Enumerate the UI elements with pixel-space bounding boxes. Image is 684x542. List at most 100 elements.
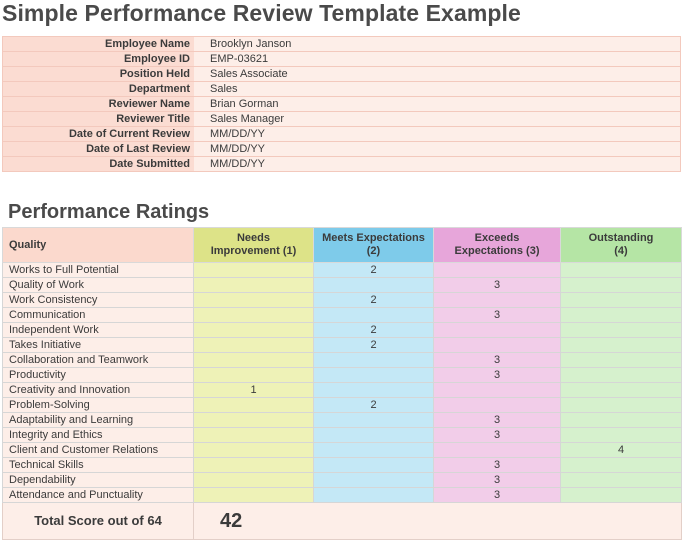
score-cell xyxy=(313,352,434,368)
score-cell xyxy=(560,382,682,398)
info-value: MM/DD/YY xyxy=(194,126,681,142)
total-score-label: Total Score out of 64 xyxy=(2,502,194,540)
info-value: MM/DD/YY xyxy=(194,156,681,172)
info-row: Date of Last Review MM/DD/YY xyxy=(2,141,681,157)
rating-row: Work Consistency 2 xyxy=(2,292,682,308)
score-cell: 3 xyxy=(433,367,561,383)
score-cell xyxy=(193,337,314,353)
score-cell xyxy=(193,352,314,368)
column-header-needs-improvement: Needs Improvement (1) xyxy=(193,227,314,263)
score-cell xyxy=(560,262,682,278)
score-cell xyxy=(560,337,682,353)
rating-row: Integrity and Ethics 3 xyxy=(2,427,682,443)
quality-label: Client and Customer Relations xyxy=(2,442,194,458)
score-cell xyxy=(193,412,314,428)
info-row: Date Submitted MM/DD/YY xyxy=(2,156,681,172)
score-cell xyxy=(433,292,561,308)
score-cell xyxy=(560,367,682,383)
quality-label: Communication xyxy=(2,307,194,323)
score-cell: 2 xyxy=(313,322,434,338)
quality-label: Collaboration and Teamwork xyxy=(2,352,194,368)
rating-row: Takes Initiative 2 xyxy=(2,337,682,353)
score-cell xyxy=(560,397,682,413)
score-cell xyxy=(193,487,314,503)
score-cell: 2 xyxy=(313,262,434,278)
employee-info-table: Employee Name Brooklyn Janson Employee ID E… xyxy=(2,36,681,172)
quality-label: Productivity xyxy=(2,367,194,383)
score-cell xyxy=(193,367,314,383)
score-cell: 3 xyxy=(433,277,561,293)
score-cell: 2 xyxy=(313,292,434,308)
info-label: Employee Name xyxy=(2,36,194,52)
score-cell xyxy=(193,322,314,338)
score-cell: 3 xyxy=(433,412,561,428)
score-cell xyxy=(560,472,682,488)
quality-label: Quality of Work xyxy=(2,277,194,293)
score-cell: 3 xyxy=(433,457,561,473)
quality-label: Creativity and Innovation xyxy=(2,382,194,398)
score-cell xyxy=(560,307,682,323)
score-cell xyxy=(560,277,682,293)
info-value: Brian Gorman xyxy=(194,96,681,112)
info-label: Reviewer Title xyxy=(2,111,194,127)
score-cell: 2 xyxy=(313,397,434,413)
score-cell xyxy=(560,322,682,338)
info-label: Position Held xyxy=(2,66,194,82)
info-row: Reviewer Name Brian Gorman xyxy=(2,96,681,112)
rating-row: Productivity 3 xyxy=(2,367,682,383)
rating-row: Works to Full Potential 2 xyxy=(2,262,682,278)
score-cell: 4 xyxy=(560,442,682,458)
rating-row: Technical Skills 3 xyxy=(2,457,682,473)
score-cell xyxy=(313,307,434,323)
info-value: EMP-03621 xyxy=(194,51,681,67)
quality-header: Quality xyxy=(2,227,194,263)
score-cell xyxy=(433,337,561,353)
score-cell xyxy=(433,397,561,413)
total-score-row: Total Score out of 64 42 xyxy=(2,502,682,540)
score-cell xyxy=(193,307,314,323)
score-cell xyxy=(433,442,561,458)
info-label: Date of Current Review xyxy=(2,126,194,142)
column-header-outstanding: Outstanding (4) xyxy=(560,227,682,263)
quality-label: Technical Skills xyxy=(2,457,194,473)
column-header-meets-expectations: Meets Expectations (2) xyxy=(313,227,434,263)
rating-row: Adaptability and Learning 3 xyxy=(2,412,682,428)
info-row: Date of Current Review MM/DD/YY xyxy=(2,126,681,142)
score-cell xyxy=(193,457,314,473)
quality-label: Integrity and Ethics xyxy=(2,427,194,443)
rating-row: Independent Work 2 xyxy=(2,322,682,338)
rating-row: Collaboration and Teamwork 3 xyxy=(2,352,682,368)
score-cell xyxy=(433,262,561,278)
score-cell: 1 xyxy=(193,382,314,398)
score-cell xyxy=(560,427,682,443)
score-cell xyxy=(193,292,314,308)
score-cell xyxy=(433,382,561,398)
score-cell xyxy=(193,397,314,413)
quality-label: Adaptability and Learning xyxy=(2,412,194,428)
score-cell xyxy=(560,412,682,428)
rating-row: Quality of Work 3 xyxy=(2,277,682,293)
ratings-header-row: Quality Needs Improvement (1) Meets Expec… xyxy=(2,227,682,263)
score-cell: 3 xyxy=(433,427,561,443)
info-row: Position Held Sales Associate xyxy=(2,66,681,82)
score-cell xyxy=(560,487,682,503)
score-cell xyxy=(313,487,434,503)
score-cell xyxy=(560,292,682,308)
score-cell xyxy=(313,472,434,488)
rating-row: Client and Customer Relations 4 xyxy=(2,442,682,458)
info-value: Sales Manager xyxy=(194,111,681,127)
rating-row: Dependability 3 xyxy=(2,472,682,488)
info-label: Department xyxy=(2,81,194,97)
score-cell xyxy=(313,412,434,428)
info-row: Reviewer Title Sales Manager xyxy=(2,111,681,127)
info-value: Sales Associate xyxy=(194,66,681,82)
ratings-table: Quality Needs Improvement (1) Meets Expec… xyxy=(2,227,682,540)
info-label: Date of Last Review xyxy=(2,141,194,157)
info-label: Date Submitted xyxy=(2,156,194,172)
rating-row: Problem-Solving 2 xyxy=(2,397,682,413)
column-header-exceeds-expectations: Exceeds Expectations (3) xyxy=(433,227,561,263)
score-cell: 3 xyxy=(433,487,561,503)
score-cell xyxy=(313,382,434,398)
score-cell xyxy=(193,442,314,458)
quality-label: Independent Work xyxy=(2,322,194,338)
